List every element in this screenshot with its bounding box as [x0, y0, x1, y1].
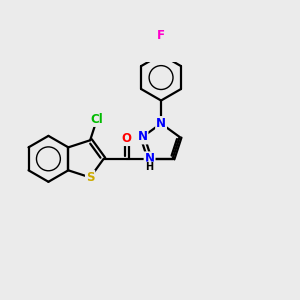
Text: N: N: [145, 152, 154, 165]
Text: Cl: Cl: [91, 113, 103, 126]
Text: F: F: [157, 28, 165, 42]
Text: N: N: [137, 130, 148, 143]
Text: H: H: [146, 162, 154, 172]
Text: S: S: [86, 171, 94, 184]
Text: N: N: [156, 117, 166, 130]
Text: O: O: [122, 132, 132, 145]
